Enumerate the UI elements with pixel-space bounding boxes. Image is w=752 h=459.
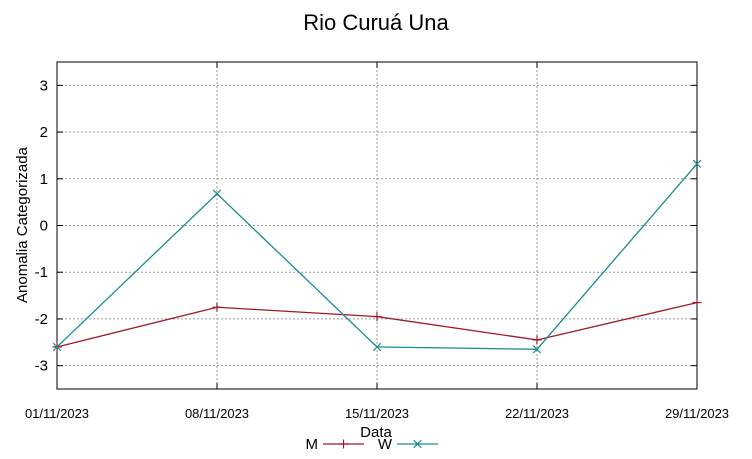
data-point-w	[52, 342, 62, 352]
grid-lines	[57, 62, 697, 389]
y-tick-label: 0	[40, 218, 48, 235]
data-point-w	[532, 345, 542, 354]
y-axis-label: Anomalia Categorizada	[14, 146, 31, 303]
y-tick-label: 2	[40, 124, 48, 141]
y-tick-label: 1	[40, 171, 48, 188]
y-tick-label: -1	[35, 264, 48, 281]
y-tick-label: -2	[35, 311, 48, 328]
x-tick-label: 29/11/2023	[665, 406, 729, 421]
x-tick-label: 01/11/2023	[25, 406, 89, 421]
series-line-m	[56, 301, 698, 348]
x-axis-label: Data	[360, 424, 392, 441]
x-tick-label: 08/11/2023	[185, 406, 249, 421]
legend-marker	[413, 439, 422, 449]
x-tick-label: 15/11/2023	[345, 406, 409, 421]
data-point-w	[692, 159, 702, 169]
y-tick-label: 3	[40, 77, 48, 94]
chart-title: Rio Curuá Una	[303, 10, 449, 35]
series-lines	[52, 159, 702, 354]
x-tick-label: 22/11/2023	[505, 406, 569, 421]
legend-label: W	[378, 436, 393, 453]
y-axis: 3 2 1 0 -1 -2 -3	[35, 77, 697, 375]
data-point-w	[212, 189, 222, 198]
data-point-w	[372, 342, 382, 352]
legend-label: M	[306, 436, 319, 453]
x-axis: 01/11/2023 08/11/2023 15/11/2023 22/11/2023…	[25, 62, 729, 421]
y-tick-label: -3	[35, 358, 48, 375]
